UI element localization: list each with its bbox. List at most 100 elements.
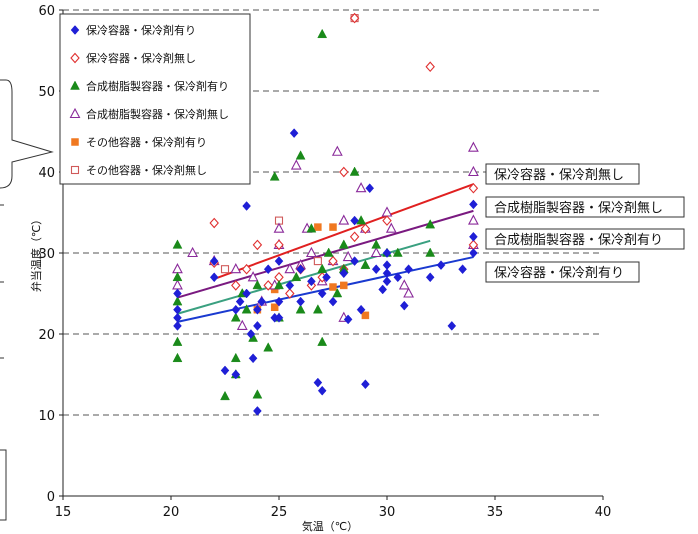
data-point (172, 279, 183, 290)
y-tick-label: 20 (38, 328, 55, 343)
x-tick-label: 40 (595, 505, 612, 520)
legend-marker (71, 138, 79, 146)
data-point (467, 214, 479, 225)
data-point (382, 215, 392, 226)
legend-marker (70, 165, 80, 175)
data-point (274, 239, 284, 251)
data-point (187, 246, 199, 258)
legend-marker (70, 80, 80, 90)
data-point (231, 369, 241, 380)
left-decoration (0, 79, 54, 521)
data-point (242, 201, 251, 211)
data-point (467, 141, 479, 152)
y-tick-label: 50 (38, 85, 55, 100)
data-point (317, 288, 327, 299)
data-point (382, 268, 392, 279)
data-point (209, 272, 219, 283)
data-point (361, 311, 370, 320)
data-point (339, 268, 349, 279)
data-point (296, 296, 305, 307)
data-point (328, 296, 338, 307)
data-point (246, 329, 256, 339)
data-point (361, 379, 370, 390)
data-point (425, 61, 435, 73)
data-point (317, 336, 328, 346)
legend-label: 保冷容器・保冷剤有り (86, 23, 196, 37)
x-tick-label: 35 (487, 505, 504, 520)
data-point (360, 223, 371, 235)
callout-box (485, 228, 685, 250)
y-tick-label: 30 (38, 247, 55, 262)
y-tick-label: 0 (47, 490, 55, 505)
data-point (331, 145, 343, 156)
data-point (339, 166, 349, 178)
data-point (296, 264, 305, 275)
data-point (173, 304, 182, 315)
left-callout-shape (0, 79, 54, 189)
data-point (209, 217, 219, 229)
data-point (317, 385, 327, 396)
data-point (382, 248, 392, 258)
data-point (467, 165, 479, 177)
data-point (220, 390, 230, 401)
data-point (378, 284, 388, 295)
data-point (468, 182, 479, 194)
data-point (295, 150, 306, 160)
data-point (236, 319, 248, 330)
data-point (230, 312, 241, 322)
data-point (425, 272, 435, 283)
legend-marker (70, 52, 80, 64)
legend: 保冷容器・保冷剤有り保冷容器・保冷剤無し合成樹脂製容器・保冷剤有り合成樹脂製容器… (59, 13, 251, 185)
data-point (172, 271, 183, 282)
legend-marker (69, 107, 81, 119)
data-point (436, 260, 446, 271)
data-point (173, 312, 182, 323)
data-point (220, 365, 230, 376)
data-point (253, 321, 262, 331)
data-point (235, 296, 245, 307)
data-point (263, 264, 273, 275)
y-tick-label: 40 (38, 166, 55, 181)
data-point (172, 263, 183, 274)
y-tick-label: 60 (38, 4, 55, 19)
y-tick-label: 10 (38, 409, 55, 424)
legend-label: 保冷容器・保冷剤無し (86, 51, 196, 65)
data-point (313, 257, 322, 266)
callout-label: 保冷容器・保冷剤有り (494, 265, 624, 281)
data-point (253, 406, 262, 416)
data-point (285, 280, 295, 291)
data-point (274, 279, 284, 290)
data-point (371, 264, 381, 275)
data-point (342, 250, 354, 262)
data-point (469, 248, 478, 258)
data-point (350, 256, 359, 266)
x-tick-label: 20 (163, 505, 180, 520)
callout-box (485, 196, 685, 218)
data-point (231, 280, 241, 291)
data-point (307, 276, 316, 287)
trendline (177, 256, 474, 323)
legend-box (59, 13, 251, 185)
data-point (398, 279, 410, 290)
data-points (172, 12, 479, 416)
data-point (469, 231, 478, 242)
data-point (349, 12, 360, 24)
data-point (370, 246, 382, 258)
y-axis-title: 弁当温度（℃） (29, 214, 43, 292)
data-point (343, 314, 353, 325)
data-point (257, 296, 267, 307)
data-point (338, 214, 350, 225)
data-point (274, 312, 284, 323)
callout-label: 保冷容器・保冷剤無し (494, 167, 624, 183)
data-point (252, 389, 263, 399)
trendline (213, 183, 474, 280)
data-point (322, 272, 331, 283)
data-point (382, 260, 392, 271)
data-point (323, 247, 334, 257)
data-point (172, 336, 183, 346)
data-point (289, 128, 299, 138)
data-point (231, 304, 241, 315)
data-point (425, 247, 436, 257)
data-point (263, 280, 273, 291)
